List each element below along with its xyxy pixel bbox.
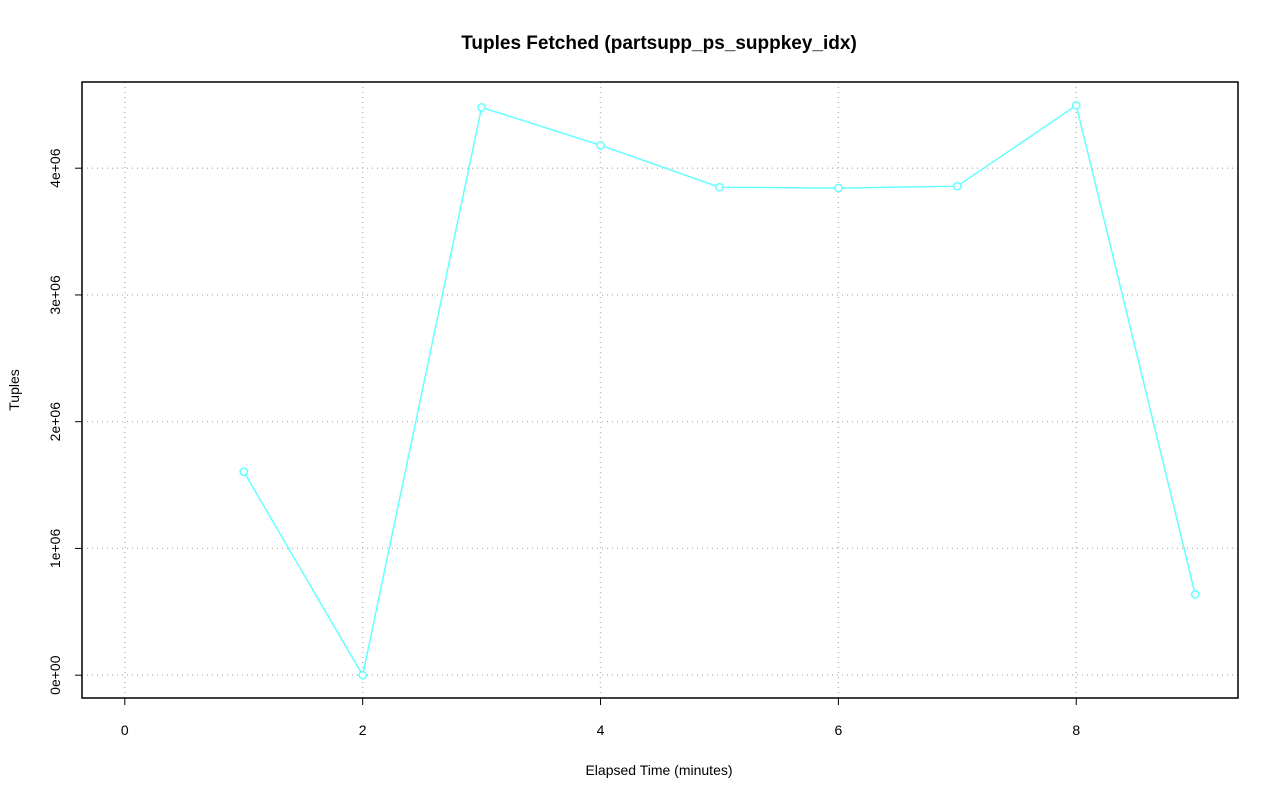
data-point — [1071, 100, 1081, 110]
x-tick-label: 6 — [834, 722, 842, 738]
data-point — [477, 102, 486, 112]
plot-frame — [81, 81, 1239, 699]
y-axis-label: Tuples — [6, 369, 22, 411]
y-tick-label: 3e+06 — [47, 275, 63, 315]
data-point — [715, 182, 724, 192]
data-point — [358, 670, 368, 680]
y-tick-label: 4e+06 — [47, 148, 63, 188]
x-tick-label: 0 — [121, 722, 129, 738]
y-tick-label: 2e+06 — [47, 402, 63, 442]
chart-title: Tuples Fetched (partsupp_ps_suppkey_idx) — [461, 33, 857, 54]
x-tick-label: 2 — [359, 722, 367, 738]
x-axis-label: Elapsed Time (minutes) — [585, 762, 732, 778]
data-point — [834, 183, 843, 193]
x-tick-label: 8 — [1072, 722, 1080, 738]
y-tick-label: 0e+00 — [47, 655, 63, 695]
data-point — [952, 181, 962, 191]
y-tick-label: 1e+06 — [47, 529, 63, 569]
data-point — [1190, 589, 1200, 599]
data-point — [596, 140, 605, 150]
x-tick-label: 4 — [597, 722, 605, 738]
data-point — [239, 467, 249, 476]
